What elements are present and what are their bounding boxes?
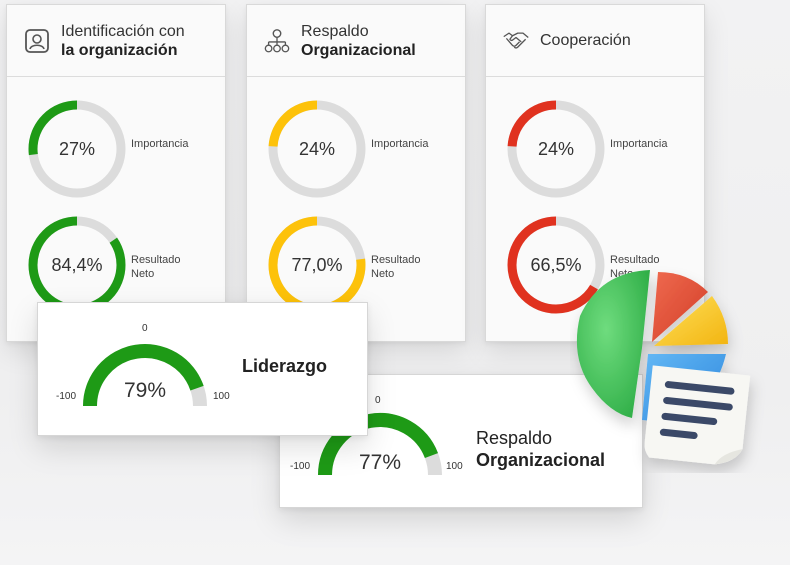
gauge-fill <box>83 344 204 407</box>
ring-progress <box>507 100 605 198</box>
gauge-value: 79% <box>123 379 167 402</box>
ring-progress <box>507 216 605 314</box>
result-value: 77,0% <box>291 254 343 275</box>
card-title: Cooperación <box>540 31 631 50</box>
result-label: Resultado Neto <box>131 253 211 281</box>
gauge-max-label: 100 <box>446 461 463 472</box>
card-header: Identificación con la organización <box>7 5 225 77</box>
card-header: Cooperación <box>486 5 704 77</box>
gauge-min-label: -100 <box>56 391 77 402</box>
card-title-line2: Organizacional <box>301 41 416 59</box>
result-label: Resultado Neto <box>371 253 451 281</box>
gauge-min-label: -100 <box>290 461 311 472</box>
result-value: 84,4% <box>51 254 103 275</box>
importance-label: Importancia <box>131 138 189 150</box>
gauge-title-line2: Organizacional <box>476 450 606 470</box>
importance-metric: 27% Importancia <box>25 97 225 201</box>
result-label-line2: Neto <box>131 268 155 280</box>
importance-value: 27% <box>58 138 96 159</box>
result-metric: 66,5% Resultado Neto <box>504 213 704 317</box>
card-title-line1: Cooperación <box>540 32 631 49</box>
importance-ring <box>268 100 366 198</box>
gauge-title: Respaldo Organizacional <box>476 427 605 471</box>
card-title-line1: Respaldo <box>301 22 369 40</box>
user-badge-icon <box>23 27 51 55</box>
importance-metric: 24% Importancia <box>265 97 465 201</box>
importance-label: Importancia <box>610 138 668 150</box>
gauge-fill <box>318 413 438 476</box>
result-value: 66,5% <box>530 254 582 275</box>
gauge-max-label: 100 <box>213 391 230 402</box>
gauge-mid-label: 0 <box>375 395 381 406</box>
gauge-mid-label: 0 <box>142 323 148 334</box>
gauge-title: Liderazgo <box>242 355 327 377</box>
card-title-line1: Identificación con <box>61 22 185 40</box>
importance-label: Importancia <box>371 138 429 150</box>
pie-chart-report-icon <box>570 258 770 473</box>
ring-progress <box>28 100 126 198</box>
card-header: Respaldo Organizacional <box>247 5 465 77</box>
result-label-line1: Resultado <box>610 254 660 266</box>
result-label-line1: Resultado <box>131 254 181 266</box>
org-chart-icon <box>263 27 291 55</box>
card-title: Identificación con la organización <box>61 22 185 60</box>
importance-value: 24% <box>537 138 575 159</box>
gauge-arc <box>83 344 207 407</box>
importance-metric: 24% Importancia <box>504 97 704 201</box>
card-title-line2: la organización <box>61 41 178 59</box>
gauge-arc <box>318 413 442 476</box>
importance-value: 24% <box>298 138 336 159</box>
importance-ring <box>507 100 605 198</box>
importance-ring <box>28 100 126 198</box>
result-ring <box>507 216 605 314</box>
ring-progress <box>268 100 366 198</box>
card-respaldo: Respaldo Organizacional 24% Importancia … <box>246 4 466 342</box>
card-title: Respaldo Organizacional <box>301 22 416 60</box>
handshake-icon <box>502 27 530 55</box>
gauge-card-liderazgo: 79% 0 -100 100 Liderazgo <box>37 302 368 436</box>
gauge-title-line1: Respaldo <box>476 428 553 448</box>
gauge-value: 77% <box>358 451 402 474</box>
result-label-line1: Resultado <box>371 254 421 266</box>
gauge-title-line1: Liderazgo <box>242 356 328 376</box>
result-label-line2: Neto <box>371 268 395 280</box>
card-identificacion: Identificación con la organización 27% I… <box>6 4 226 342</box>
